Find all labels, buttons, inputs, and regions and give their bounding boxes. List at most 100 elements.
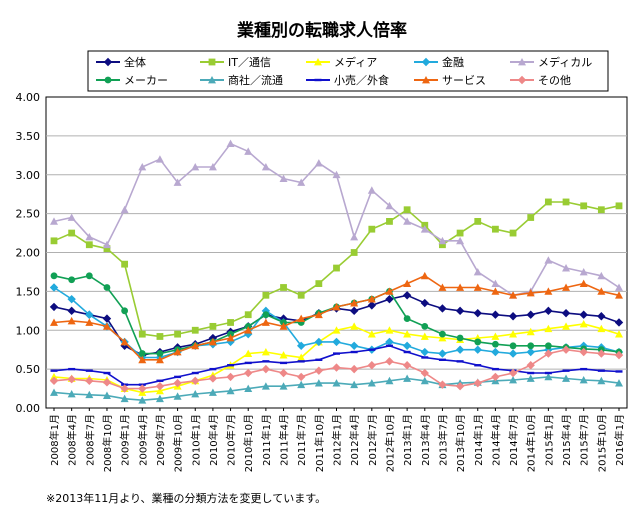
series-10 <box>49 345 624 393</box>
data-point <box>368 348 376 351</box>
data-point <box>191 162 200 171</box>
data-point <box>208 162 217 171</box>
x-tick-label: 2011年7月 <box>295 414 308 466</box>
data-point <box>562 283 571 291</box>
data-point <box>173 178 182 186</box>
data-point <box>526 347 535 357</box>
legend-item: 金融 <box>414 55 464 69</box>
data-point <box>315 280 323 287</box>
data-point <box>474 364 482 367</box>
legend-item: メーカー <box>96 74 168 87</box>
legend-swatch-marker <box>208 58 216 66</box>
data-point <box>156 333 164 340</box>
data-point <box>120 205 129 214</box>
data-point <box>297 314 306 322</box>
data-point <box>491 332 500 340</box>
legend-item: その他 <box>510 74 571 87</box>
data-point <box>244 329 253 339</box>
x-tick-label: 2009年10月 <box>172 414 185 472</box>
x-tick-label: 2015年1月 <box>542 414 555 466</box>
x-tick-label: 2010年4月 <box>207 414 220 466</box>
y-tick-label: 1.50 <box>16 285 41 298</box>
data-point <box>102 240 111 249</box>
data-point <box>597 206 605 214</box>
y-tick-label: 0.50 <box>16 363 41 376</box>
data-point <box>208 337 217 346</box>
data-point <box>50 272 58 280</box>
data-point <box>439 330 446 338</box>
data-point <box>279 322 288 330</box>
legend-swatch-marker <box>517 75 527 85</box>
data-point <box>102 314 112 323</box>
data-point <box>226 334 235 342</box>
data-point <box>420 271 429 280</box>
legend-label: メディカル <box>538 55 592 69</box>
data-point <box>597 287 606 295</box>
data-point <box>314 159 323 167</box>
x-tick-label: 2014年1月 <box>472 414 485 466</box>
data-point <box>473 283 482 291</box>
data-point <box>208 388 217 396</box>
data-point <box>67 375 76 384</box>
data-point <box>402 291 412 300</box>
data-point <box>261 382 270 390</box>
data-point <box>367 295 376 303</box>
data-point <box>491 310 500 319</box>
y-tick-label: 0.00 <box>16 402 41 415</box>
data-point <box>174 375 182 379</box>
data-point <box>208 374 218 383</box>
data-point <box>350 299 359 307</box>
legend-item: 商社／流通 <box>200 73 283 87</box>
data-point <box>103 371 111 375</box>
data-point <box>597 271 606 280</box>
data-point <box>615 283 623 291</box>
data-point <box>615 202 623 210</box>
x-tick-label: 2013年1月 <box>401 414 414 466</box>
data-point <box>138 355 147 364</box>
data-point <box>350 350 358 354</box>
legend-label: IT／通信 <box>228 56 271 69</box>
x-tick-label: 2010年1月 <box>189 414 202 466</box>
data-point <box>385 287 394 295</box>
data-point <box>68 229 76 237</box>
data-point <box>350 380 359 389</box>
data-point <box>385 357 394 366</box>
legend-border <box>87 50 609 92</box>
data-point <box>544 372 553 381</box>
data-point <box>279 368 288 378</box>
plot-area <box>45 96 628 409</box>
data-point <box>421 322 429 330</box>
legend-swatch-marker <box>518 58 526 66</box>
data-point <box>385 376 394 385</box>
data-point <box>85 390 94 399</box>
data-point <box>191 341 200 350</box>
legend-swatch-marker <box>422 76 430 84</box>
data-point <box>67 316 76 325</box>
data-point <box>262 291 270 299</box>
data-point <box>244 311 252 319</box>
data-point <box>526 361 535 370</box>
data-point <box>102 391 111 399</box>
data-point <box>297 360 305 363</box>
x-tick-label: 2009年7月 <box>154 414 167 466</box>
data-point <box>615 379 623 387</box>
data-point <box>597 349 606 358</box>
legend-item: サービス <box>414 74 486 87</box>
data-point <box>209 367 217 371</box>
data-point <box>579 320 588 328</box>
data-point <box>403 350 411 354</box>
data-point <box>526 327 535 336</box>
x-tick-label: 2010年10月 <box>242 414 255 472</box>
data-point <box>456 283 465 291</box>
data-point <box>191 376 200 385</box>
data-point <box>350 249 358 256</box>
x-tick-label: 2012年10月 <box>383 414 396 472</box>
data-point <box>85 318 94 326</box>
data-point <box>138 350 146 357</box>
data-point <box>49 376 59 385</box>
data-point <box>332 379 341 387</box>
data-point <box>261 348 270 356</box>
data-point <box>614 350 624 360</box>
data-point <box>262 311 270 319</box>
data-point <box>579 279 588 287</box>
